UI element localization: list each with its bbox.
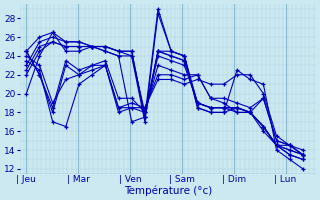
- X-axis label: Température (°c): Température (°c): [124, 185, 212, 196]
